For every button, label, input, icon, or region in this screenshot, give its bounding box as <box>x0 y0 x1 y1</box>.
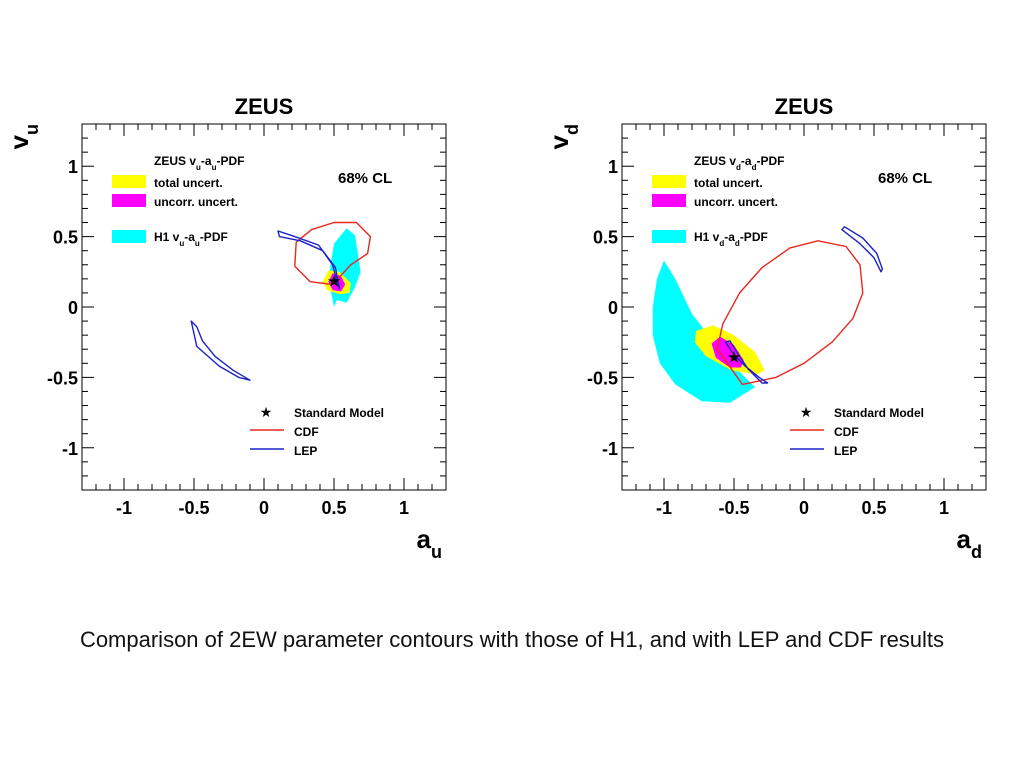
legend-label-cdf: CDF <box>834 425 859 439</box>
subscript: d <box>736 163 741 172</box>
legend-label-lep: LEP <box>834 444 857 458</box>
legend-title: ZEUS vu-au-PDF <box>154 154 244 172</box>
text-part: a <box>417 524 432 554</box>
legend-label-uncorr: uncorr. uncert. <box>154 195 238 209</box>
y-tick-label: -0.5 <box>587 368 618 388</box>
text-part: H1 v <box>154 230 180 244</box>
legend-title: ZEUS vd-ad-PDF <box>694 154 784 172</box>
legend-label-sm: Standard Model <box>294 406 384 420</box>
lep-contour-2 <box>724 340 769 384</box>
legend-swatch-uncorr <box>652 194 686 207</box>
y-tick-label: 0 <box>608 298 618 318</box>
chart-title: ZEUS <box>235 94 294 119</box>
y-tick-label: -1 <box>62 439 78 459</box>
text-part: -a <box>741 154 752 168</box>
text-part: H1 v <box>694 230 720 244</box>
subscript: u <box>22 124 42 135</box>
subscript: d <box>719 239 724 248</box>
legend-swatch-total <box>112 175 146 188</box>
x-tick-label: 1 <box>939 498 949 518</box>
lep-contour-2 <box>190 320 251 381</box>
text-part: -PDF <box>200 230 228 244</box>
text-part: v <box>544 134 574 149</box>
text-part: -a <box>724 230 735 244</box>
x-tick-label: -0.5 <box>178 498 209 518</box>
standard-model-star: ★ <box>327 273 341 290</box>
cl-label: 68% CL <box>338 170 392 187</box>
cdf-contour <box>294 221 372 286</box>
legend-label-sm: Standard Model <box>834 406 924 420</box>
text-part: -PDF <box>216 154 244 168</box>
legend-swatch-uncorr <box>112 194 146 207</box>
standard-model-star: ★ <box>727 349 741 366</box>
text-part: -PDF <box>756 154 784 168</box>
x-tick-label: 0 <box>799 498 809 518</box>
legend-star-icon: ★ <box>800 404 813 420</box>
x-axis-label: au <box>417 524 442 562</box>
subscript: d <box>735 239 740 248</box>
text-part: v <box>4 134 34 149</box>
lep-contour-1 <box>841 226 884 273</box>
legend-swatch-total <box>652 175 686 188</box>
chart-title: ZEUS <box>775 94 834 119</box>
y-axis-label: vd <box>544 124 582 149</box>
legend-label-h1: H1 vu-au-PDF <box>154 230 228 248</box>
cdf-contour <box>716 240 864 386</box>
x-tick-label: -1 <box>656 498 672 518</box>
y-tick-label: 0.5 <box>593 228 618 248</box>
subscript: u <box>212 163 217 172</box>
x-tick-label: 0 <box>259 498 269 518</box>
legend-swatch-h1 <box>112 230 146 243</box>
y-tick-label: -1 <box>602 439 618 459</box>
y-tick-label: 0.5 <box>53 228 78 248</box>
legend-label-cdf: CDF <box>294 425 319 439</box>
text-part: a <box>957 524 972 554</box>
subscript: u <box>196 163 201 172</box>
text-part: -a <box>184 230 195 244</box>
x-tick-label: 1 <box>399 498 409 518</box>
legend-label-lep: LEP <box>294 444 317 458</box>
y-tick-label: 1 <box>68 157 78 177</box>
legend-star-icon: ★ <box>260 404 273 420</box>
y-axis-label: vu <box>4 124 42 149</box>
lep-contour-1 <box>277 230 341 290</box>
x-axis-label: ad <box>957 524 982 562</box>
legend-label-total: total uncert. <box>154 176 223 190</box>
subscript: d <box>752 163 757 172</box>
legend-label-h1: H1 vd-ad-PDF <box>694 230 768 248</box>
text-part: -a <box>201 154 212 168</box>
y-tick-label: 1 <box>608 157 618 177</box>
x-tick-label: -0.5 <box>718 498 749 518</box>
x-tick-label: 0.5 <box>321 498 346 518</box>
subscript: d <box>971 542 982 562</box>
legend-label-uncorr: uncorr. uncert. <box>694 195 778 209</box>
text-part: -PDF <box>740 230 768 244</box>
y-tick-label: -0.5 <box>47 368 78 388</box>
legend-label-total: total uncert. <box>694 176 763 190</box>
uncorr-uncert-region <box>711 336 744 368</box>
subscript: u <box>195 239 200 248</box>
x-tick-label: -1 <box>116 498 132 518</box>
text-part: ZEUS v <box>694 154 736 168</box>
y-tick-label: 0 <box>68 298 78 318</box>
subscript: u <box>431 542 442 562</box>
legend-swatch-h1 <box>652 230 686 243</box>
subscript: d <box>562 124 582 135</box>
x-tick-label: 0.5 <box>861 498 886 518</box>
figure-caption: Comparison of 2EW parameter contours wit… <box>79 627 945 652</box>
text-part: ZEUS v <box>154 154 196 168</box>
subscript: u <box>179 239 184 248</box>
cl-label: 68% CL <box>878 170 932 187</box>
